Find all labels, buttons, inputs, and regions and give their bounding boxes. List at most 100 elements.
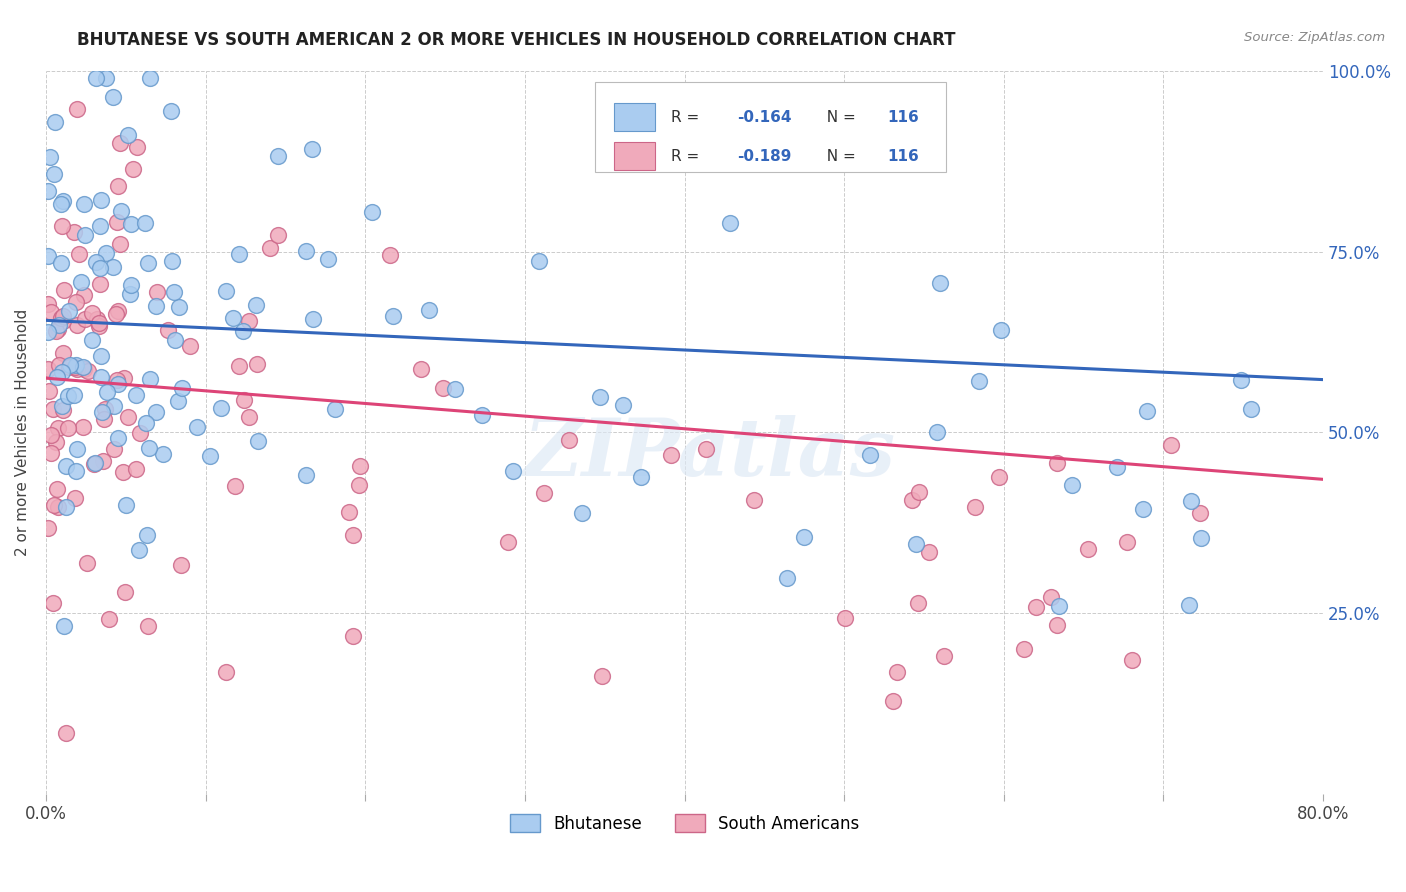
Point — [124, 461, 146, 475]
Point — [39, 150, 62, 164]
Point — [93, 402, 115, 417]
Point — [907, 596, 929, 610]
Text: N =: N = — [817, 110, 860, 125]
Point — [529, 254, 551, 268]
Point — [103, 442, 125, 456]
Point — [58, 359, 80, 374]
Point — [52, 283, 75, 297]
Point — [1014, 642, 1036, 657]
Point — [418, 303, 440, 318]
Point — [1077, 542, 1099, 557]
Text: N =: N = — [817, 149, 860, 163]
Point — [46, 420, 69, 434]
Point — [198, 449, 221, 463]
Point — [108, 136, 131, 150]
Legend: Bhutanese, South Americans: Bhutanese, South Americans — [503, 807, 866, 839]
Point — [67, 246, 90, 260]
Point — [44, 499, 66, 513]
Point — [104, 307, 127, 321]
Point — [73, 196, 96, 211]
Point — [42, 401, 65, 416]
Point — [988, 470, 1011, 484]
Point — [51, 219, 73, 233]
Point — [1039, 590, 1062, 604]
Point — [882, 693, 904, 707]
Point — [69, 276, 91, 290]
Point — [90, 405, 112, 419]
Point — [1230, 373, 1253, 387]
Point — [120, 286, 142, 301]
Point — [901, 493, 924, 508]
Point — [45, 482, 67, 496]
Point — [167, 300, 190, 314]
Point — [267, 227, 290, 242]
Point — [107, 178, 129, 193]
Point — [86, 71, 108, 86]
Point — [224, 479, 246, 493]
Point — [1121, 652, 1143, 666]
Point — [228, 247, 250, 261]
Point — [86, 311, 108, 326]
Point — [91, 454, 114, 468]
Point — [179, 339, 201, 353]
Point — [342, 629, 364, 643]
Point — [58, 304, 80, 318]
Point — [65, 464, 87, 478]
Point — [630, 470, 652, 484]
Point — [63, 225, 86, 239]
Point — [1046, 456, 1069, 470]
Point — [112, 371, 135, 385]
Point — [49, 197, 72, 211]
Point — [160, 104, 183, 119]
Point — [342, 528, 364, 542]
Point — [90, 349, 112, 363]
Point — [52, 346, 75, 360]
Point — [39, 304, 62, 318]
Bar — [614, 103, 655, 131]
Point — [66, 442, 89, 456]
Point — [932, 649, 955, 664]
Point — [156, 322, 179, 336]
Point — [1047, 599, 1070, 613]
Point — [533, 486, 555, 500]
Point — [558, 433, 581, 447]
Point — [834, 611, 856, 625]
Point — [589, 390, 612, 404]
Point — [59, 358, 82, 372]
Text: -0.164: -0.164 — [737, 110, 792, 125]
Point — [51, 365, 73, 379]
Point — [1046, 618, 1069, 632]
Point — [145, 299, 167, 313]
Point — [48, 359, 70, 373]
Point — [742, 493, 765, 508]
Point — [107, 377, 129, 392]
Text: R =: R = — [671, 110, 703, 125]
Point — [108, 237, 131, 252]
Point — [246, 434, 269, 449]
Point — [186, 420, 208, 434]
Point — [55, 500, 77, 514]
Point — [163, 333, 186, 347]
Point — [1177, 598, 1199, 612]
Point — [101, 90, 124, 104]
Point — [105, 214, 128, 228]
Point — [886, 665, 908, 680]
Point — [409, 362, 432, 376]
Point — [114, 584, 136, 599]
Point — [63, 491, 86, 505]
Point — [339, 505, 361, 519]
Point — [75, 312, 97, 326]
Point — [45, 434, 67, 449]
Point — [63, 360, 86, 375]
Point — [232, 392, 254, 407]
Point — [52, 309, 75, 323]
Point — [90, 369, 112, 384]
Point — [45, 369, 67, 384]
Point — [160, 254, 183, 268]
Point — [63, 388, 86, 402]
Point — [432, 381, 454, 395]
Point — [37, 184, 59, 198]
Point — [53, 619, 76, 633]
Point — [42, 595, 65, 609]
Point — [97, 612, 120, 626]
